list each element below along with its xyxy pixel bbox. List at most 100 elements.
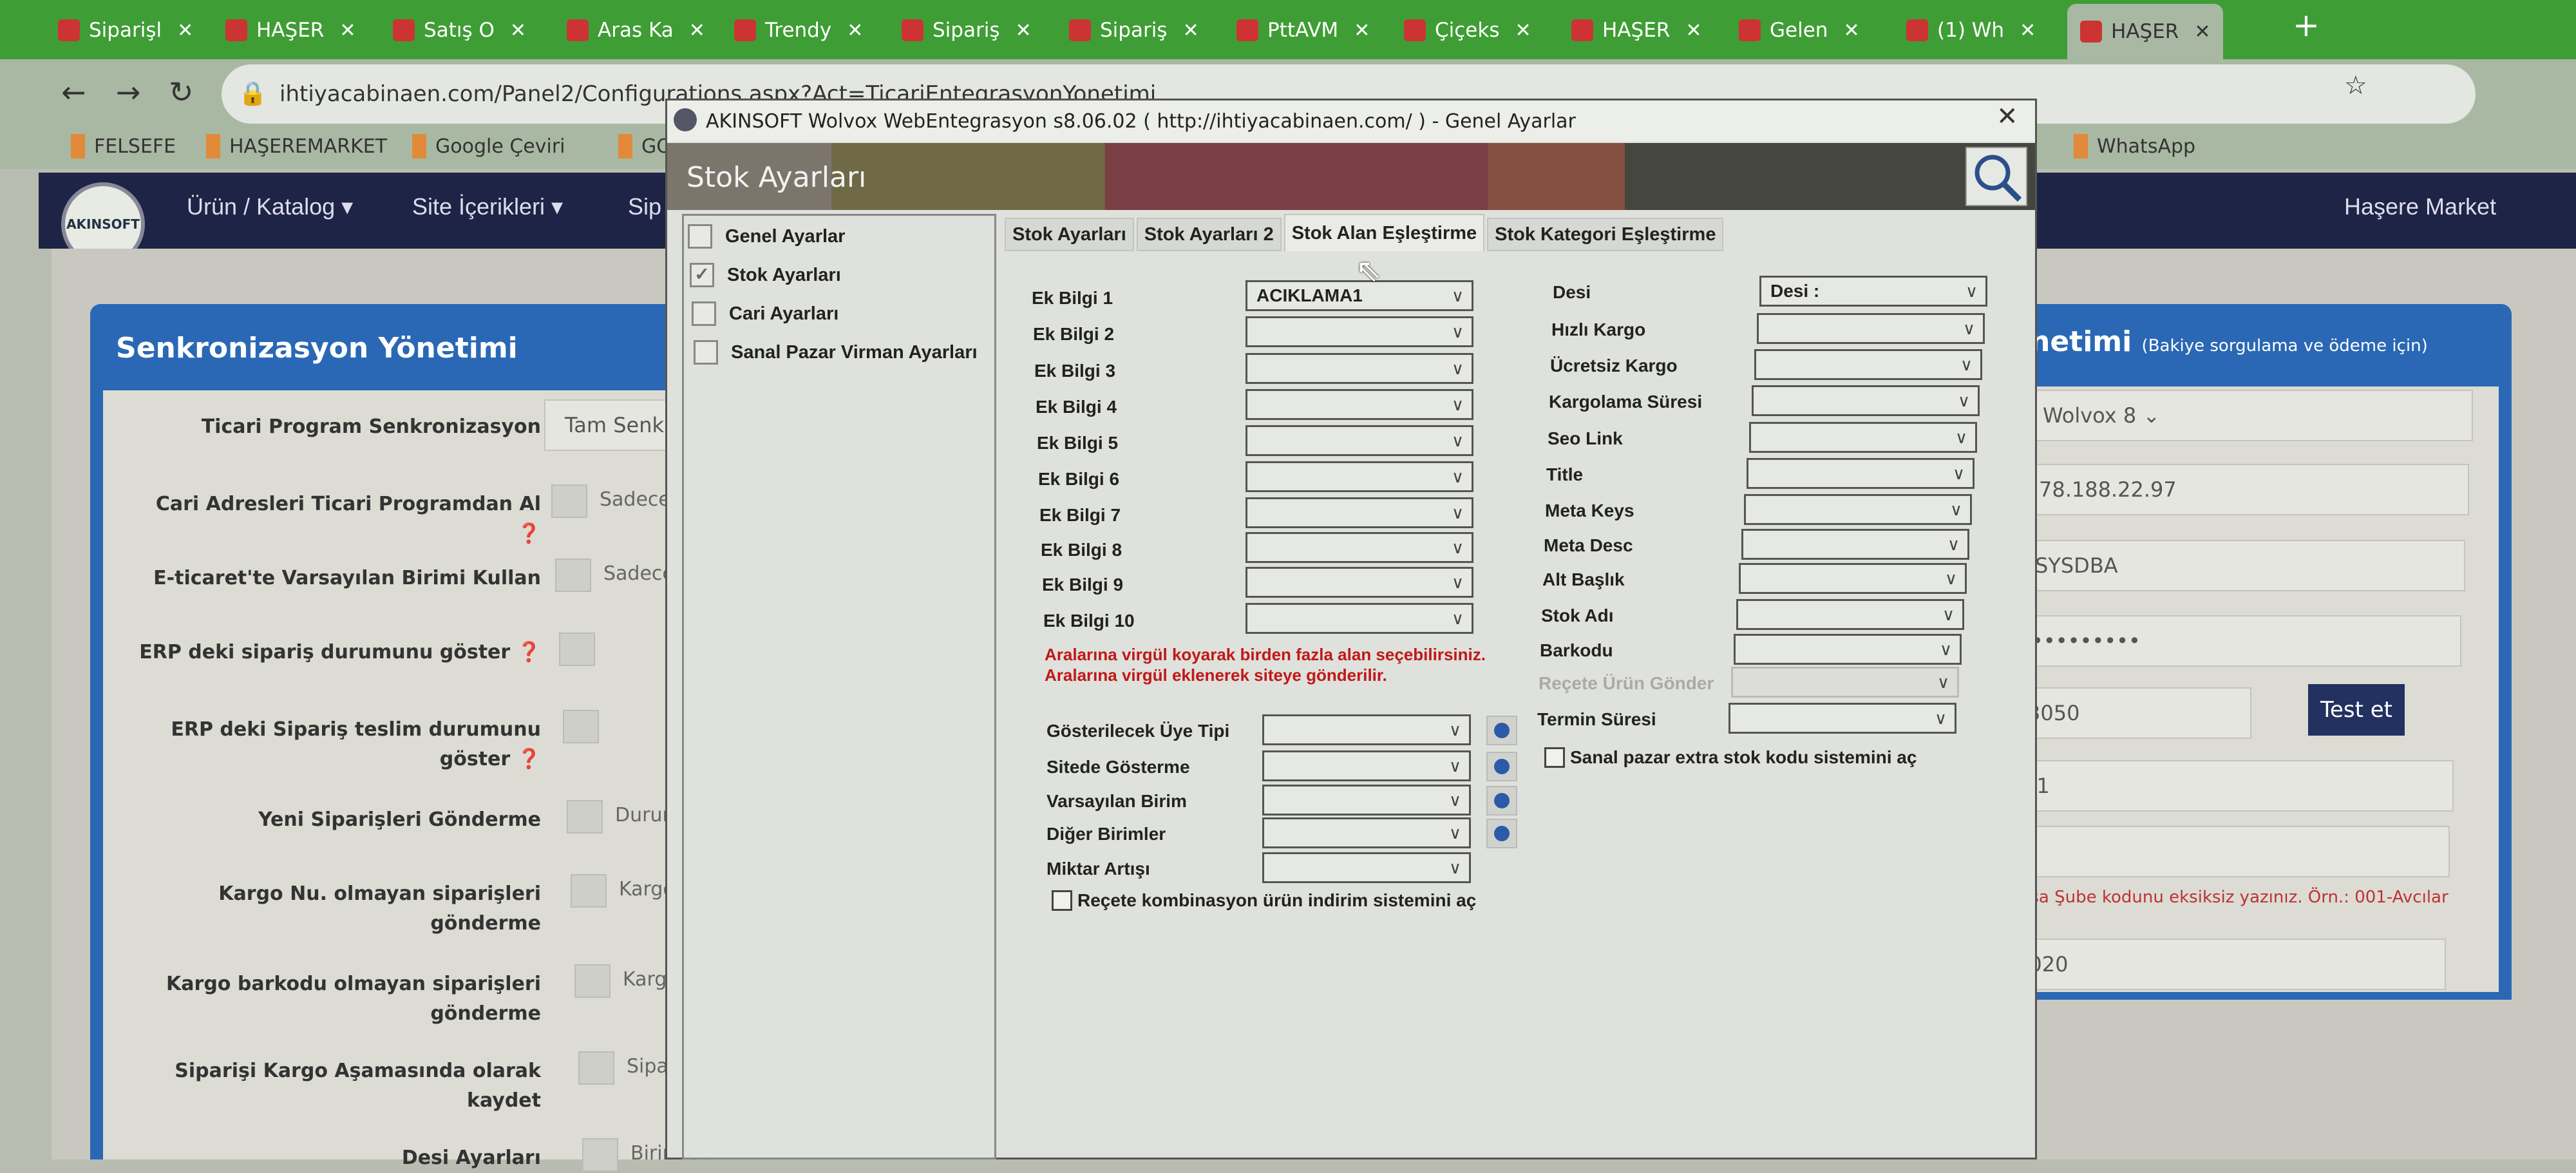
browser-tab[interactable]: Gelen ✕ [1739,9,1860,52]
tree-item[interactable]: Genel Ayarlar [688,224,845,249]
browser-tab[interactable]: (1) Wh ✕ [1906,9,2036,52]
dialog-tab[interactable]: Stok Kategori Eşleştirme [1487,218,1724,251]
dialog-tab[interactable]: Stok Ayarları [1005,218,1134,251]
erp-field[interactable]: ••••••••• [2011,615,2461,667]
ek-bilgi-dropdown[interactable] [1245,425,1473,456]
unchecked-checkbox-icon[interactable] [692,301,716,326]
ek-bilgi-dropdown[interactable]: ACIKLAMA1 [1245,280,1473,311]
close-tab-icon[interactable]: ✕ [1685,19,1702,42]
ek-bilgi-dropdown[interactable] [1245,603,1473,634]
browser-tab[interactable]: Trendy ✕ [734,9,863,52]
browser-tab[interactable]: Satış O ✕ [393,9,526,52]
back-icon[interactable]: ← [61,75,86,110]
lower-field-dropdown[interactable] [1262,714,1471,745]
close-tab-icon[interactable]: ✕ [1354,19,1370,42]
dialog-tab[interactable]: Stok Ayarları 2 [1136,218,1282,251]
refresh-button[interactable] [1486,716,1517,745]
close-tab-icon[interactable]: ✕ [847,19,864,42]
bookmark-star-icon[interactable]: ☆ [2344,71,2367,100]
unchecked-checkbox-icon[interactable] [688,224,712,249]
sync-row-checkbox[interactable] [582,1138,618,1172]
lower-field-dropdown[interactable] [1262,785,1471,815]
new-tab-button[interactable]: + [2293,6,2320,44]
sync-row-checkbox[interactable] [563,710,599,743]
right-field-dropdown[interactable] [1734,634,1962,665]
refresh-button[interactable] [1486,786,1517,815]
dialog-close-button[interactable]: ✕ [1996,102,2018,131]
right-field-dropdown[interactable] [1752,385,1980,416]
ek-bilgi-dropdown[interactable] [1245,353,1473,384]
browser-tab[interactable]: Sipariş ✕ [1069,9,1199,52]
checkbox-icon[interactable] [1544,747,1565,768]
reload-icon[interactable]: ↻ [169,75,194,110]
close-tab-icon[interactable]: ✕ [1015,19,1032,42]
tree-item[interactable]: Cari Ayarları [692,301,838,326]
tree-item[interactable]: Sanal Pazar Virman Ayarları [694,340,978,365]
ek-bilgi-dropdown[interactable] [1245,316,1473,347]
erp-field[interactable]: Wolvox 8 ⌄ [2022,390,2473,441]
bookmark-item[interactable]: FELSEFE [71,134,176,158]
nav-urun-katalog[interactable]: Ürün / Katalog ▾ [187,193,354,220]
ek-bilgi-dropdown[interactable] [1245,567,1473,598]
right-field-dropdown[interactable]: Desi : [1759,276,1987,307]
close-tab-icon[interactable]: ✕ [2194,20,2211,43]
right-field-dropdown[interactable] [1744,494,1972,525]
browser-tab[interactable]: HAŞER ✕ [225,9,355,52]
recete-checkbox[interactable]: Reçete kombinasyon ürün indirim sistemin… [1052,890,1476,911]
sync-row-checkbox[interactable] [574,964,611,998]
erp-field[interactable] [1999,826,2450,877]
right-field-dropdown[interactable] [1728,703,1956,734]
test-button[interactable]: Test et [2308,684,2405,736]
lower-field-dropdown[interactable] [1262,817,1471,848]
ek-bilgi-dropdown[interactable] [1245,389,1473,420]
right-field-dropdown[interactable] [1747,458,1975,489]
bookmark-item[interactable]: HAŞEREMARKET [206,134,387,158]
close-tab-icon[interactable]: ✕ [1843,19,1860,42]
close-tab-icon[interactable]: ✕ [2020,19,2036,42]
sync-row-checkbox[interactable] [559,633,595,666]
user-menu[interactable]: Haşere Market [2344,193,2497,220]
close-tab-icon[interactable]: ✕ [339,19,356,42]
sync-row-checkbox[interactable] [567,800,603,834]
sanal-pazar-checkbox[interactable]: Sanal pazar extra stok kodu sistemini aç [1544,747,1917,768]
dialog-tab[interactable]: Stok Alan Eşleştirme [1283,214,1485,251]
search-icon[interactable] [1965,147,2027,206]
close-tab-icon[interactable]: ✕ [1182,19,1199,42]
lower-field-dropdown[interactable] [1262,852,1471,883]
erp-field[interactable]: 78.188.22.97 [2018,464,2469,515]
erp-field[interactable]: 01 [2003,760,2454,812]
browser-tab[interactable]: PttAVM ✕ [1236,9,1370,52]
bookmark-item[interactable]: Google Çeviri [412,134,565,158]
sync-row-checkbox[interactable] [551,484,587,518]
close-tab-icon[interactable]: ✕ [509,19,526,42]
right-field-dropdown[interactable] [1749,422,1977,453]
close-tab-icon[interactable]: ✕ [177,19,194,42]
browser-tab[interactable]: HAŞER ✕ [2067,4,2224,59]
sync-row-checkbox[interactable] [578,1051,614,1085]
lower-field-dropdown[interactable] [1262,750,1471,781]
right-field-dropdown[interactable] [1757,313,1985,344]
erp-field[interactable]: 3050 [2007,687,2251,739]
tree-item[interactable]: ✓ Stok Ayarları [690,263,841,287]
unchecked-checkbox-icon[interactable] [694,340,718,365]
ek-bilgi-dropdown[interactable] [1245,497,1473,528]
close-tab-icon[interactable]: ✕ [1515,19,1531,42]
forward-icon[interactable]: → [116,75,141,110]
checked-checkbox-icon[interactable]: ✓ [690,263,714,287]
nav-siparis[interactable]: Sip [628,193,662,220]
close-tab-icon[interactable]: ✕ [688,19,705,42]
right-field-dropdown[interactable] [1739,563,1967,594]
bookmark-item[interactable]: WhatsApp [2074,134,2195,158]
erp-field[interactable]: SYSDBA [2014,540,2465,591]
checkbox-icon[interactable] [1052,890,1072,911]
right-field-dropdown[interactable] [1741,529,1969,560]
sync-row-checkbox[interactable] [571,874,607,908]
refresh-button[interactable] [1486,752,1517,781]
right-field-dropdown[interactable] [1754,349,1982,380]
sync-row-checkbox[interactable] [555,558,591,592]
bookmark-item[interactable]: GO [618,134,672,158]
browser-tab[interactable]: HAŞER ✕ [1571,9,1701,52]
sync-mode-select[interactable]: Tam Senkro [544,399,673,451]
right-field-dropdown[interactable] [1736,599,1964,630]
ek-bilgi-dropdown[interactable] [1245,461,1473,492]
